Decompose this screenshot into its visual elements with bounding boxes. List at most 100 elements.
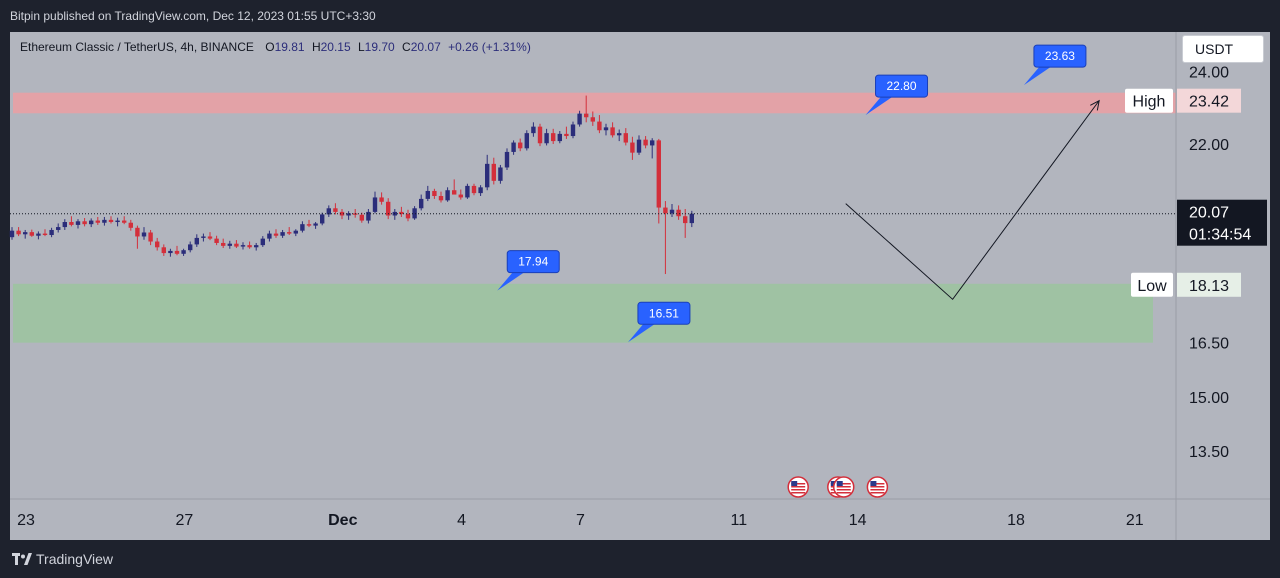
- candle[interactable]: [161, 244, 166, 256]
- candle[interactable]: [610, 122, 615, 138]
- candle[interactable]: [194, 234, 199, 247]
- candle[interactable]: [656, 138, 661, 224]
- candle[interactable]: [504, 148, 510, 170]
- candle[interactable]: [273, 229, 279, 238]
- candle[interactable]: [300, 221, 305, 233]
- candle[interactable]: [29, 229, 34, 237]
- price-callout[interactable]: 23.63: [1023, 44, 1087, 86]
- candle[interactable]: [584, 95, 589, 123]
- candle[interactable]: [339, 209, 345, 220]
- candle[interactable]: [135, 225, 140, 249]
- candle[interactable]: [122, 216, 127, 225]
- candle[interactable]: [399, 206, 404, 217]
- candle[interactable]: [333, 203, 338, 215]
- candle[interactable]: [452, 179, 457, 195]
- candle[interactable]: [260, 236, 265, 247]
- candle[interactable]: [366, 209, 371, 224]
- candle[interactable]: [636, 135, 642, 155]
- candle[interactable]: [346, 211, 351, 220]
- candle[interactable]: [293, 229, 298, 237]
- candle[interactable]: [458, 189, 463, 200]
- symbol-label[interactable]: Ethereum Classic / TetherUS, 4h, BINANCE: [20, 40, 254, 54]
- candle[interactable]: [491, 157, 496, 185]
- candle[interactable]: [485, 154, 490, 191]
- candle[interactable]: [590, 111, 595, 126]
- candle[interactable]: [643, 136, 648, 149]
- candle[interactable]: [214, 235, 219, 246]
- candle[interactable]: [650, 138, 655, 159]
- support-zone[interactable]: [13, 283, 1153, 343]
- candle[interactable]: [465, 183, 470, 199]
- price-callout[interactable]: 22.80: [865, 74, 929, 116]
- candle[interactable]: [564, 126, 569, 139]
- candle[interactable]: [445, 187, 450, 202]
- candle[interactable]: [498, 164, 503, 184]
- candle[interactable]: [617, 129, 622, 142]
- candle[interactable]: [95, 216, 100, 225]
- candle[interactable]: [438, 191, 444, 203]
- candle[interactable]: [267, 230, 272, 242]
- candle[interactable]: [247, 241, 252, 249]
- candle[interactable]: [69, 216, 74, 227]
- candle[interactable]: [386, 198, 391, 220]
- candle[interactable]: [511, 140, 516, 155]
- candle[interactable]: [23, 229, 28, 239]
- candle[interactable]: [478, 185, 483, 197]
- candle[interactable]: [227, 240, 232, 249]
- candle[interactable]: [570, 121, 576, 139]
- candle[interactable]: [320, 212, 325, 226]
- candle[interactable]: [221, 238, 226, 249]
- candle[interactable]: [551, 128, 556, 144]
- candle[interactable]: [155, 237, 160, 251]
- candle[interactable]: [425, 185, 430, 202]
- candle[interactable]: [359, 212, 364, 223]
- candle[interactable]: [89, 218, 94, 228]
- candle[interactable]: [419, 194, 424, 211]
- candle[interactable]: [405, 209, 411, 222]
- candle[interactable]: [102, 216, 107, 226]
- candle[interactable]: [108, 216, 114, 224]
- candle[interactable]: [597, 115, 602, 134]
- candle[interactable]: [254, 242, 259, 251]
- candle[interactable]: [181, 248, 186, 256]
- candle[interactable]: [537, 123, 543, 147]
- candle[interactable]: [234, 240, 239, 249]
- candle[interactable]: [56, 223, 61, 233]
- candle[interactable]: [577, 110, 582, 127]
- candle[interactable]: [603, 123, 609, 136]
- candle[interactable]: [379, 192, 384, 205]
- candle[interactable]: [75, 219, 81, 229]
- candle[interactable]: [174, 245, 180, 256]
- us-flag-icon[interactable]: [866, 476, 889, 498]
- candle[interactable]: [42, 229, 48, 237]
- candle[interactable]: [201, 233, 206, 242]
- candle[interactable]: [36, 231, 41, 240]
- tradingview-brand[interactable]: TradingView: [36, 551, 114, 567]
- candle[interactable]: [128, 219, 133, 231]
- candle[interactable]: [9, 227, 15, 240]
- resistance-zone[interactable]: [13, 92, 1176, 114]
- tradingview-logo-icon[interactable]: [12, 552, 32, 566]
- candle[interactable]: [280, 229, 285, 238]
- projection-path[interactable]: [845, 100, 1100, 301]
- candle[interactable]: [287, 227, 292, 236]
- candle[interactable]: [49, 227, 54, 238]
- candle[interactable]: [432, 188, 437, 199]
- candle[interactable]: [372, 191, 378, 214]
- candle[interactable]: [62, 219, 67, 230]
- candle[interactable]: [676, 205, 681, 220]
- candle[interactable]: [240, 242, 246, 250]
- candle[interactable]: [557, 130, 562, 144]
- candle[interactable]: [306, 219, 312, 228]
- price-callout[interactable]: 16.51: [627, 301, 691, 343]
- candle[interactable]: [141, 227, 147, 240]
- candle[interactable]: [392, 209, 397, 220]
- candle[interactable]: [544, 128, 549, 146]
- candle[interactable]: [412, 206, 417, 220]
- candle[interactable]: [168, 248, 173, 257]
- candle[interactable]: [663, 201, 668, 275]
- us-flag-icon[interactable]: [832, 476, 855, 498]
- candle[interactable]: [669, 203, 675, 217]
- us-flag-icon[interactable]: [787, 476, 809, 498]
